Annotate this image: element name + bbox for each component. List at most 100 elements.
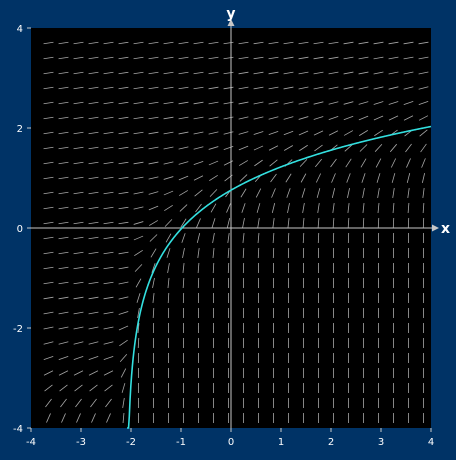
slope-segment	[43, 206, 54, 210]
slope-segment	[328, 56, 339, 60]
slope-segment	[118, 116, 129, 120]
slope-segment	[103, 281, 114, 285]
slope-segment	[89, 384, 98, 392]
slope-segment	[152, 307, 155, 319]
solution-curve	[127, 125, 432, 429]
slope-segment	[407, 202, 410, 214]
slope-segment	[313, 101, 324, 105]
slope-segment	[253, 101, 264, 105]
slope-segment	[58, 116, 69, 120]
slope-segment	[88, 116, 99, 120]
slope-segment	[208, 160, 219, 166]
slope-segment	[148, 205, 159, 211]
slope-segment	[73, 101, 84, 105]
slope-segment	[73, 86, 84, 90]
slope-segment	[302, 232, 305, 244]
slope-segment	[178, 161, 189, 165]
slope-segment	[148, 116, 159, 120]
slope-segment	[133, 176, 144, 180]
slope-segment	[298, 101, 309, 105]
slope-segment	[210, 203, 217, 213]
y-tick-label: 2	[17, 124, 23, 135]
slope-segment	[287, 232, 290, 244]
slope-segment	[118, 131, 129, 135]
slope-segment	[298, 41, 309, 45]
slope-segment	[58, 341, 69, 345]
slope-segment	[118, 296, 129, 300]
slope-segment	[178, 116, 189, 120]
slope-segment	[257, 217, 260, 229]
slope-segment	[133, 191, 144, 195]
slope-segment	[73, 311, 84, 315]
slope-segment	[283, 116, 294, 120]
slope-segment	[377, 188, 380, 198]
slope-segment	[179, 204, 188, 212]
slope-segment	[283, 56, 294, 60]
slope-segment	[43, 101, 54, 105]
slope-segment	[182, 277, 185, 289]
slope-segment	[193, 131, 204, 135]
slope-segment	[43, 116, 54, 120]
slope-segment	[73, 131, 84, 135]
slope-segment	[226, 203, 231, 213]
slope-segment	[43, 41, 54, 45]
slope-segment	[418, 86, 429, 90]
slope-segment	[212, 233, 215, 243]
slope-segment	[373, 56, 384, 60]
slope-segment	[403, 101, 414, 105]
slope-segment	[43, 191, 54, 195]
slope-segment	[133, 71, 144, 75]
slope-segment	[43, 311, 54, 315]
slope-segment	[133, 235, 144, 241]
slope-segment	[238, 56, 249, 60]
slope-segment	[148, 86, 159, 90]
slope-segment	[178, 146, 189, 150]
slope-segment	[332, 202, 335, 214]
slope-segment	[328, 86, 339, 90]
slope-segment	[208, 116, 219, 120]
slope-segment	[118, 311, 129, 315]
slope-segment	[317, 202, 320, 214]
slope-segment	[148, 71, 159, 75]
slope-segment	[208, 131, 219, 135]
slope-segment	[58, 146, 69, 150]
slope-segment	[43, 221, 54, 225]
slope-segment	[73, 281, 84, 285]
x-tick-label: 4	[428, 437, 434, 448]
slope-segment	[103, 131, 114, 135]
slope-segment	[271, 203, 276, 213]
slope-segment	[421, 173, 426, 183]
slope-segment	[345, 158, 352, 168]
slope-segment	[253, 86, 264, 90]
slope-segment	[103, 251, 114, 255]
slope-segment	[302, 217, 305, 229]
slope-segment	[163, 131, 174, 135]
slope-segment	[58, 296, 69, 300]
slope-segment	[193, 71, 204, 75]
slope-segment	[343, 130, 354, 136]
slope-segment	[105, 398, 112, 408]
slope-segment	[88, 251, 99, 255]
slope-segment	[208, 56, 219, 60]
slope-segment	[103, 161, 114, 165]
slope-segment	[118, 161, 129, 165]
slope-segment	[134, 249, 143, 257]
slope-segment	[58, 236, 69, 240]
slope-segment	[43, 296, 54, 300]
slope-segment	[133, 131, 144, 135]
slope-segment	[358, 71, 369, 75]
slope-segment	[406, 173, 411, 183]
slope-segment	[257, 232, 260, 244]
x-tick-label: 3	[378, 437, 384, 448]
slope-segment	[73, 41, 84, 45]
slope-segment	[103, 311, 114, 315]
slope-segment	[299, 144, 308, 152]
slope-segment	[148, 161, 159, 165]
x-tick-label: 2	[328, 437, 334, 448]
slope-segment	[238, 131, 249, 135]
slope-segment	[208, 101, 219, 105]
slope-segment	[58, 131, 69, 135]
slope-segment	[209, 174, 218, 182]
slope-segment	[193, 160, 204, 166]
